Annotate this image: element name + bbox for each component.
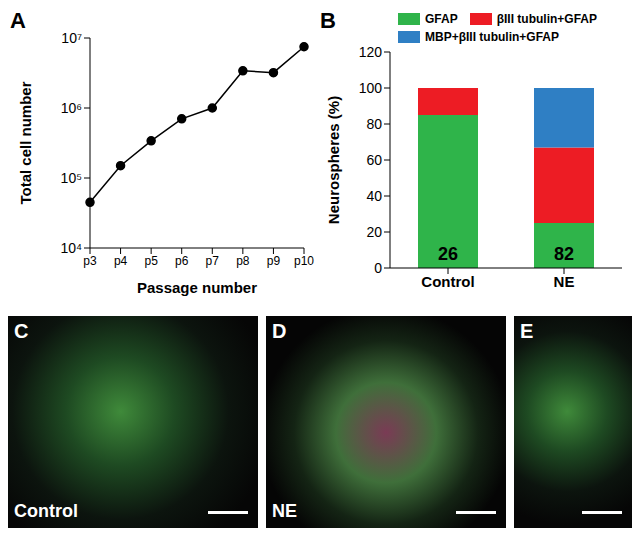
svg-text:40: 40 <box>366 188 382 204</box>
svg-text:p4: p4 <box>114 254 128 268</box>
html-text:E: E <box>520 320 534 342</box>
svg-text:80: 80 <box>366 116 382 132</box>
html-text:NE: NE <box>272 501 297 521</box>
svg-text:100: 100 <box>359 80 383 96</box>
html-text:MBP+βIII tubulin+GFAP: MBP+βIII tubulin+GFAP <box>425 30 559 44</box>
svg-text:10⁶: 10⁶ <box>61 100 82 116</box>
svg-text:p5: p5 <box>144 254 158 268</box>
html-text:B: B <box>320 8 336 33</box>
svg-text:10⁷: 10⁷ <box>61 30 82 46</box>
svg-text:82: 82 <box>554 244 574 264</box>
svg-text:10⁴: 10⁴ <box>60 240 82 256</box>
html-text:GFAP: GFAP <box>425 12 458 26</box>
html-text:A: A <box>10 8 26 33</box>
svg-text:p6: p6 <box>175 254 189 268</box>
svg-text:NE: NE <box>554 273 575 290</box>
html-text:βIII tubulin+GFAP: βIII tubulin+GFAP <box>496 12 597 26</box>
svg-text:p3: p3 <box>83 254 97 268</box>
svg-text:p8: p8 <box>236 254 250 268</box>
svg-text:26: 26 <box>438 244 458 264</box>
html-text:D: D <box>272 320 287 342</box>
svg-text:Neurospheres (%): Neurospheres (%) <box>325 96 342 224</box>
svg-text:Passage number: Passage number <box>137 279 257 296</box>
svg-text:p10: p10 <box>294 254 314 268</box>
svg-text:20: 20 <box>366 224 382 240</box>
svg-text:Control: Control <box>421 273 474 290</box>
svg-text:p7: p7 <box>206 254 220 268</box>
svg-text:0: 0 <box>374 260 382 276</box>
svg-text:10⁵: 10⁵ <box>61 170 82 186</box>
svg-text:120: 120 <box>359 44 383 60</box>
svg-text:Total cell number: Total cell number <box>17 81 34 204</box>
html-text:C: C <box>14 320 29 342</box>
svg-text:60: 60 <box>366 152 382 168</box>
html-text:Control: Control <box>14 501 78 521</box>
svg-text:p9: p9 <box>267 254 281 268</box>
